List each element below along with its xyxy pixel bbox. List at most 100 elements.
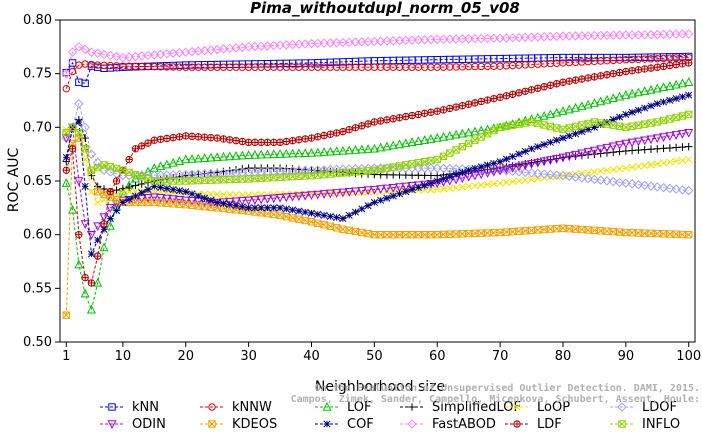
data-point-ldof [665,183,675,194]
data-point-kdeos [603,227,611,235]
data-point-ldof [149,170,160,180]
data-point-lof [677,78,687,88]
data-point-odin [376,185,386,195]
data-point-kdeos [628,229,636,237]
data-point-lof [93,277,103,287]
data-point-cof [421,181,429,189]
data-point-odin [168,195,178,205]
data-point-ldf [634,66,643,74]
data-point-inflo [125,168,133,177]
data-point-loop [647,161,655,169]
data-point-odin [577,149,587,159]
legend-label: INFLO [642,417,680,432]
data-point-cof [345,211,353,219]
data-point-odin [564,152,574,162]
data-point-ldof [589,174,600,185]
legend-label: kNN [132,400,159,415]
data-point-ldf [351,124,360,132]
data-point-ldf [477,97,485,106]
data-point-ldf [314,133,322,141]
data-point-ldf [389,115,397,123]
data-point-kdeos [138,198,146,207]
data-point-cof [333,213,341,222]
data-point-odin [558,153,568,163]
y-tick-label: 0.55 [23,281,52,296]
data-point-odin [187,197,197,206]
data-point-odin [313,190,323,200]
data-point-lof [212,152,222,162]
data-point-fastabod [111,51,122,62]
data-point-ldf [288,136,297,145]
legend-entry-simplifiedlof: SimplifiedLOF [400,400,521,415]
data-point-odin [181,196,191,206]
data-point-ldf [156,135,165,144]
data-point-fastabod [539,32,549,42]
data-point-knnw [68,67,77,76]
data-point-loop [213,190,221,198]
data-point-ldof [545,169,556,180]
data-point-loop [125,188,133,196]
data-point-odin [407,182,417,191]
data-point-odin [665,132,675,142]
data-point-ldof [551,170,562,180]
data-point-ldof [677,185,688,195]
data-point-ldof [621,178,631,188]
data-point-ldf [383,116,391,124]
data-point-kdeos [678,230,687,239]
data-point-ldof [93,157,103,167]
data-point-cof [559,134,567,142]
data-point-ldof [262,167,273,177]
data-point-odin [589,146,599,156]
data-point-fastabod [589,30,600,41]
data-point-odin [489,167,499,177]
series-markers-odin [61,123,694,240]
data-point-odin [483,169,493,178]
data-point-loop [490,180,498,188]
data-point-ldof [319,165,329,175]
data-point-cof [509,152,517,161]
data-point-ldof [658,182,669,193]
data-point-lof [445,130,455,140]
data-point-cof [389,192,397,200]
data-point-ldf [521,87,529,95]
data-point-kdeos [508,227,517,236]
data-point-lof [193,153,203,163]
legend-entry-lof: LOF [315,400,372,415]
data-point-fastabod [319,38,329,48]
data-point-ldof [250,167,260,177]
data-point-ldof [243,167,254,178]
data-point-cof [395,190,404,198]
data-point-ldf [490,94,498,103]
data-point-fastabod [445,34,455,44]
legend-entry-ldof: LDOF [610,400,677,415]
data-point-lof [671,79,681,89]
data-point-inflo [565,124,573,132]
legend-entry-cof: COF [315,417,374,432]
data-point-ldof [476,164,486,175]
data-point-loop [660,159,668,167]
data-point-lof [250,149,260,159]
data-point-ldof [526,168,537,178]
data-point-fastabod [401,35,411,46]
data-point-lof [646,84,656,94]
data-point-cof [119,198,127,207]
data-point-ldf [578,75,586,83]
data-point-cof [433,177,441,185]
data-point-kdeos [200,202,209,211]
data-point-fastabod [369,36,380,47]
data-point-kdeos [408,230,416,239]
data-point-fastabod [639,29,650,40]
data-point-odin [596,145,606,155]
data-point-simplifiedlof [131,181,140,190]
data-point-lof [174,156,184,165]
data-point-odin [552,154,562,164]
legend-label: kNNW [232,400,272,415]
data-point-fastabod [595,30,606,41]
data-point-odin [350,187,361,197]
x-tick-label: 50 [366,349,383,364]
data-point-cof [402,188,410,196]
data-point-kdeos [653,229,661,238]
data-point-lof [225,151,235,161]
data-point-ldf [534,84,542,92]
data-point-kdeos [647,229,655,238]
